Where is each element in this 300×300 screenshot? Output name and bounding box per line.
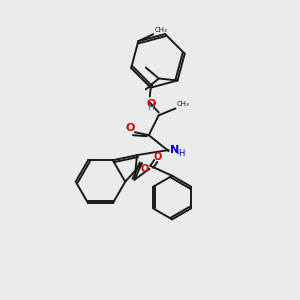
Text: H: H — [147, 103, 154, 112]
Text: O: O — [146, 98, 155, 109]
Text: O: O — [153, 152, 161, 162]
Text: N: N — [169, 145, 179, 155]
Text: CH₃: CH₃ — [176, 101, 189, 107]
Text: O: O — [125, 123, 135, 133]
Text: CH₃: CH₃ — [154, 27, 167, 33]
Text: -H: -H — [176, 148, 186, 158]
Text: O: O — [141, 164, 149, 174]
